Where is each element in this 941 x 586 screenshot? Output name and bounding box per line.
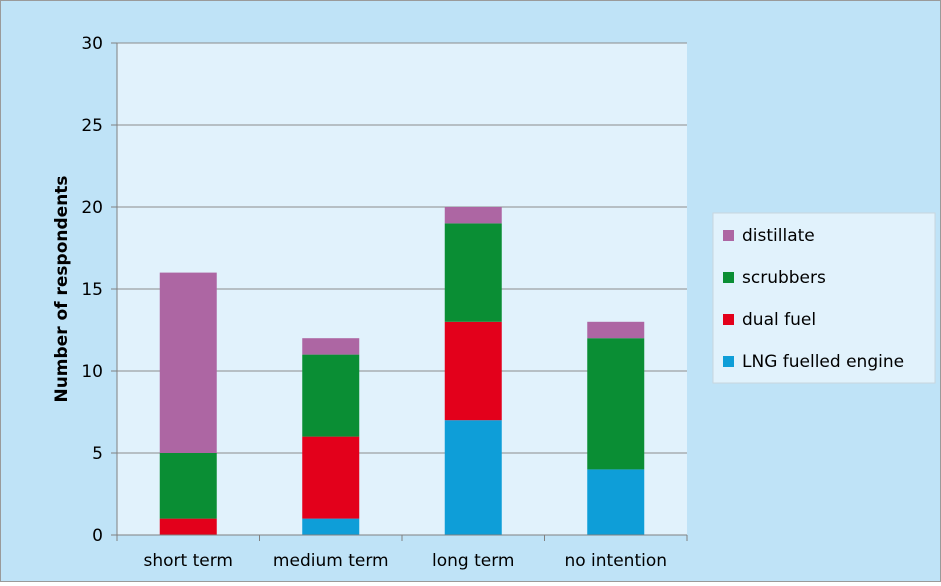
bar-segment-distillate-medium-term (302, 338, 360, 355)
x-tick-label: short term (144, 551, 233, 571)
bar-segment-dual-fuel-long-term (444, 321, 502, 421)
bar-segment-distillate-short-term (159, 272, 217, 453)
x-tick-label: no intention (564, 551, 667, 571)
bar-segment-scrubbers-short-term (159, 453, 217, 519)
bar-segment-distillate-no-intention (587, 321, 645, 339)
legend-label: scrubbers (742, 268, 826, 288)
legend-label: dual fuel (742, 310, 816, 330)
bar-segment-dual-fuel-short-term (159, 518, 217, 535)
y-tick-label: 0 (92, 526, 103, 546)
y-tick-label: 5 (92, 444, 103, 464)
y-tick-label: 25 (81, 116, 103, 136)
y-tick-labels: 0 5 10 15 20 25 30 (81, 34, 103, 546)
bar-segment-dual-fuel-medium-term (302, 436, 360, 519)
bars (159, 207, 645, 535)
bar-segment-scrubbers-no-intention (587, 338, 645, 470)
legend-box (712, 212, 936, 384)
legend: distillate scrubbers dual fuel LNG fuelled … (723, 226, 904, 372)
legend-swatch (723, 230, 734, 241)
bar-segment-lng-fuelled-engine-long-term (444, 420, 502, 535)
legend-label: LNG fuelled engine (742, 352, 904, 372)
y-tick-label: 15 (81, 280, 103, 300)
bar-segment-scrubbers-medium-term (302, 354, 360, 437)
x-tick-label: medium term (273, 551, 389, 571)
legend-swatch (723, 314, 734, 325)
y-tick-label: 20 (81, 198, 103, 218)
bar-segment-lng-fuelled-engine-no-intention (587, 469, 645, 535)
y-axis-title: Number of respondents (52, 175, 72, 402)
y-tick-label: 10 (81, 362, 103, 382)
bar-segment-distillate-long-term (444, 207, 502, 224)
x-tick-label: long term (432, 551, 514, 571)
legend-swatch (723, 272, 734, 283)
legend-swatch (723, 356, 734, 367)
bar-segment-scrubbers-long-term (444, 223, 502, 322)
legend-label: distillate (742, 226, 815, 246)
bar-segment-lng-fuelled-engine-medium-term (302, 518, 360, 535)
x-tick-labels: short term medium term long term no intenti… (144, 551, 668, 571)
y-tick-label: 30 (81, 34, 103, 54)
